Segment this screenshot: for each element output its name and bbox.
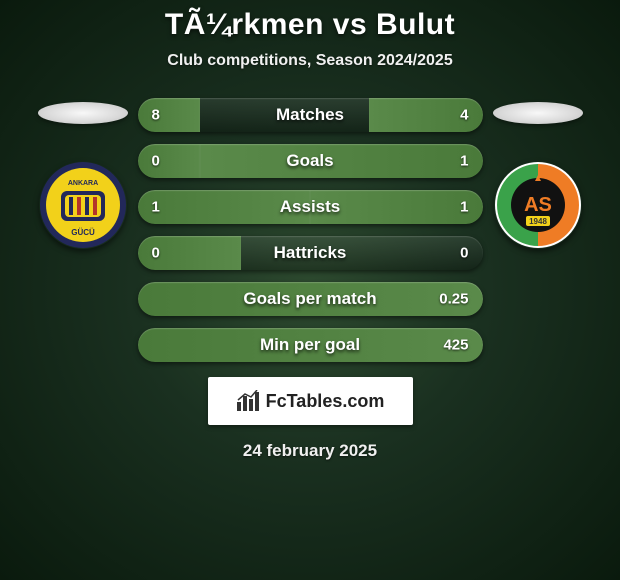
stat-pill: 425 Min per goal: [138, 328, 483, 362]
stat-left-value: 1: [152, 199, 160, 216]
right-club-crest: AS 1948: [494, 161, 582, 249]
brand-chart-icon: [236, 390, 260, 412]
branding-badge[interactable]: FcTables.com: [208, 377, 413, 425]
comparison-row: ANKARA GÜCÜ 8 4 Matches 0 1 Goals 1 1 Assists 0 0 H…: [0, 98, 620, 362]
svg-text:AS: AS: [524, 194, 552, 216]
brand-text: FcTables.com: [266, 391, 385, 412]
stat-left-value: 0: [152, 153, 160, 170]
stat-label: Goals per match: [243, 289, 376, 309]
stat-label: Matches: [276, 105, 344, 125]
stat-label: Min per goal: [260, 335, 360, 355]
left-ellipse-indicator: [38, 102, 128, 124]
stat-left-value: 0: [152, 245, 160, 262]
page-title: TÃ¼rkmen vs Bulut: [165, 8, 455, 42]
stat-pill: 1 1 Assists: [138, 190, 483, 224]
stat-left-value: 8: [152, 107, 160, 124]
stat-right-value: 425: [443, 337, 468, 354]
stat-pill: 0 0 Hattricks: [138, 236, 483, 270]
page-subtitle: Club competitions, Season 2024/2025: [167, 52, 452, 70]
right-ellipse-indicator: [493, 102, 583, 124]
footer-date: 24 february 2025: [243, 441, 377, 461]
stat-pill: 0.25 Goals per match: [138, 282, 483, 316]
stat-label: Assists: [280, 197, 340, 217]
svg-text:ANKARA: ANKARA: [67, 180, 97, 187]
right-crest-wrap: AS 1948: [493, 160, 583, 250]
stat-pill: 0 1 Goals: [138, 144, 483, 178]
stat-right-value: 0: [460, 245, 468, 262]
stat-fill-right: [200, 144, 483, 178]
right-player-column: AS 1948: [483, 98, 593, 250]
left-crest-wrap: ANKARA GÜCÜ: [38, 160, 128, 250]
stat-right-value: 1: [460, 199, 468, 216]
stats-column: 8 4 Matches 0 1 Goals 1 1 Assists 0 0 Hattricks 0.25…: [138, 98, 483, 362]
left-club-crest: ANKARA GÜCÜ: [39, 161, 127, 249]
stat-pill: 8 4 Matches: [138, 98, 483, 132]
stat-right-value: 0.25: [439, 291, 468, 308]
stat-fill-left: [138, 144, 200, 178]
stat-fill-left: [138, 98, 200, 132]
svg-text:GÜCÜ: GÜCÜ: [71, 228, 95, 237]
left-player-column: ANKARA GÜCÜ: [28, 98, 138, 250]
svg-text:1948: 1948: [529, 217, 547, 226]
stat-label: Hattricks: [274, 243, 347, 263]
stat-right-value: 4: [460, 107, 468, 124]
stat-label: Goals: [286, 151, 333, 171]
stat-right-value: 1: [460, 153, 468, 170]
